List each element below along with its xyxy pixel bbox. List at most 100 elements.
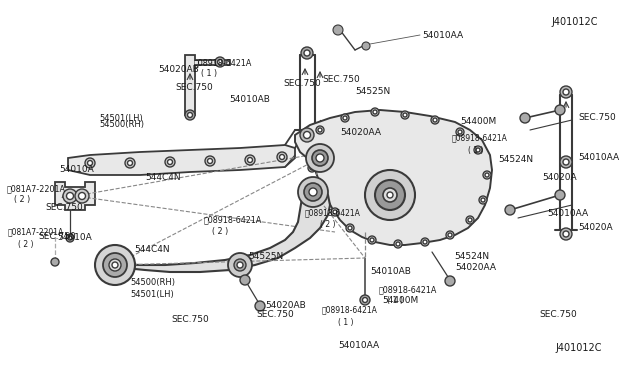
Text: ⓝ08918-6421A: ⓝ08918-6421A <box>193 58 252 67</box>
Text: 544C4N: 544C4N <box>145 173 180 183</box>
Circle shape <box>346 224 354 232</box>
Circle shape <box>79 192 86 199</box>
Text: 54010AB: 54010AB <box>370 267 411 276</box>
Circle shape <box>205 156 215 166</box>
Circle shape <box>66 234 74 242</box>
Text: ⓝ081A7-2201A: ⓝ081A7-2201A <box>6 185 65 193</box>
Circle shape <box>280 154 285 160</box>
Circle shape <box>365 170 415 220</box>
Circle shape <box>485 173 489 177</box>
Circle shape <box>228 253 252 277</box>
Circle shape <box>375 180 405 210</box>
Circle shape <box>95 245 135 285</box>
Text: 54010AA: 54010AA <box>547 209 588 218</box>
Circle shape <box>245 155 255 165</box>
Circle shape <box>331 208 339 216</box>
Circle shape <box>333 25 343 35</box>
Text: 544C4N: 544C4N <box>134 245 170 254</box>
Text: 54400M: 54400M <box>383 296 419 305</box>
Text: ( 2 ): ( 2 ) <box>211 227 228 236</box>
Text: 54500(RH): 54500(RH) <box>99 120 144 129</box>
Circle shape <box>433 118 437 122</box>
Text: 54020AA: 54020AA <box>340 128 381 137</box>
Text: SEC.750: SEC.750 <box>172 315 209 324</box>
Circle shape <box>318 191 326 199</box>
Circle shape <box>103 253 127 277</box>
Text: SEC.750: SEC.750 <box>539 310 577 319</box>
Circle shape <box>309 188 317 196</box>
Text: J401012C: J401012C <box>555 343 602 353</box>
Text: 54020AA: 54020AA <box>455 263 496 273</box>
Text: SEC.750: SEC.750 <box>175 83 212 93</box>
Circle shape <box>403 113 407 117</box>
Circle shape <box>505 205 515 215</box>
Circle shape <box>298 177 328 207</box>
Text: 54010AA: 54010AA <box>422 31 463 39</box>
Circle shape <box>555 190 565 200</box>
Circle shape <box>466 216 474 224</box>
Circle shape <box>476 148 480 152</box>
Circle shape <box>301 47 313 59</box>
Polygon shape <box>110 185 330 272</box>
Circle shape <box>421 238 429 246</box>
Circle shape <box>168 160 173 164</box>
Circle shape <box>481 198 485 202</box>
Circle shape <box>109 259 121 271</box>
Circle shape <box>248 157 253 163</box>
Text: ( 1 ): ( 1 ) <box>338 318 353 327</box>
Circle shape <box>51 258 59 266</box>
Circle shape <box>446 231 454 239</box>
Circle shape <box>75 189 89 203</box>
Text: 54020AB: 54020AB <box>159 65 200 74</box>
Text: SEC.750: SEC.750 <box>256 310 294 319</box>
Circle shape <box>127 160 132 166</box>
Circle shape <box>318 128 322 132</box>
Circle shape <box>560 156 572 168</box>
Circle shape <box>67 192 74 199</box>
Text: ⓝ08918-6421A: ⓝ08918-6421A <box>452 134 508 142</box>
Text: 54010AA: 54010AA <box>578 154 619 163</box>
Text: SEC.750: SEC.750 <box>45 203 83 212</box>
Circle shape <box>308 164 316 172</box>
Circle shape <box>448 233 452 237</box>
Text: 54010A: 54010A <box>59 165 93 174</box>
Text: ( 1 ): ( 1 ) <box>468 145 483 154</box>
Circle shape <box>563 231 569 237</box>
Circle shape <box>383 188 397 202</box>
Circle shape <box>423 240 427 244</box>
Circle shape <box>255 301 265 311</box>
Circle shape <box>360 295 370 305</box>
Circle shape <box>483 171 491 179</box>
Circle shape <box>185 110 195 120</box>
Circle shape <box>234 259 246 271</box>
Circle shape <box>333 210 337 214</box>
Circle shape <box>218 60 223 64</box>
Circle shape <box>560 86 572 98</box>
Circle shape <box>215 57 225 67</box>
Circle shape <box>303 131 310 138</box>
Text: ( 2 ): ( 2 ) <box>15 195 31 205</box>
Circle shape <box>207 158 212 164</box>
Polygon shape <box>55 182 95 210</box>
Circle shape <box>362 42 370 50</box>
Circle shape <box>373 110 377 114</box>
Text: ( 1 ): ( 1 ) <box>201 69 218 78</box>
Text: ( 2 ): ( 2 ) <box>18 240 33 248</box>
Circle shape <box>468 218 472 222</box>
Circle shape <box>348 226 352 230</box>
Circle shape <box>370 238 374 242</box>
Circle shape <box>560 228 572 240</box>
Circle shape <box>188 112 193 118</box>
Text: SEC.750: SEC.750 <box>38 232 76 241</box>
Circle shape <box>277 152 287 162</box>
Circle shape <box>165 157 175 167</box>
Text: J401012C: J401012C <box>552 17 598 26</box>
Text: ⓝ08918-6421A: ⓝ08918-6421A <box>305 208 361 218</box>
Circle shape <box>320 193 324 197</box>
Circle shape <box>479 196 487 204</box>
Circle shape <box>310 166 314 170</box>
Circle shape <box>240 275 250 285</box>
Circle shape <box>85 158 95 168</box>
Circle shape <box>63 189 77 203</box>
Circle shape <box>394 240 402 248</box>
